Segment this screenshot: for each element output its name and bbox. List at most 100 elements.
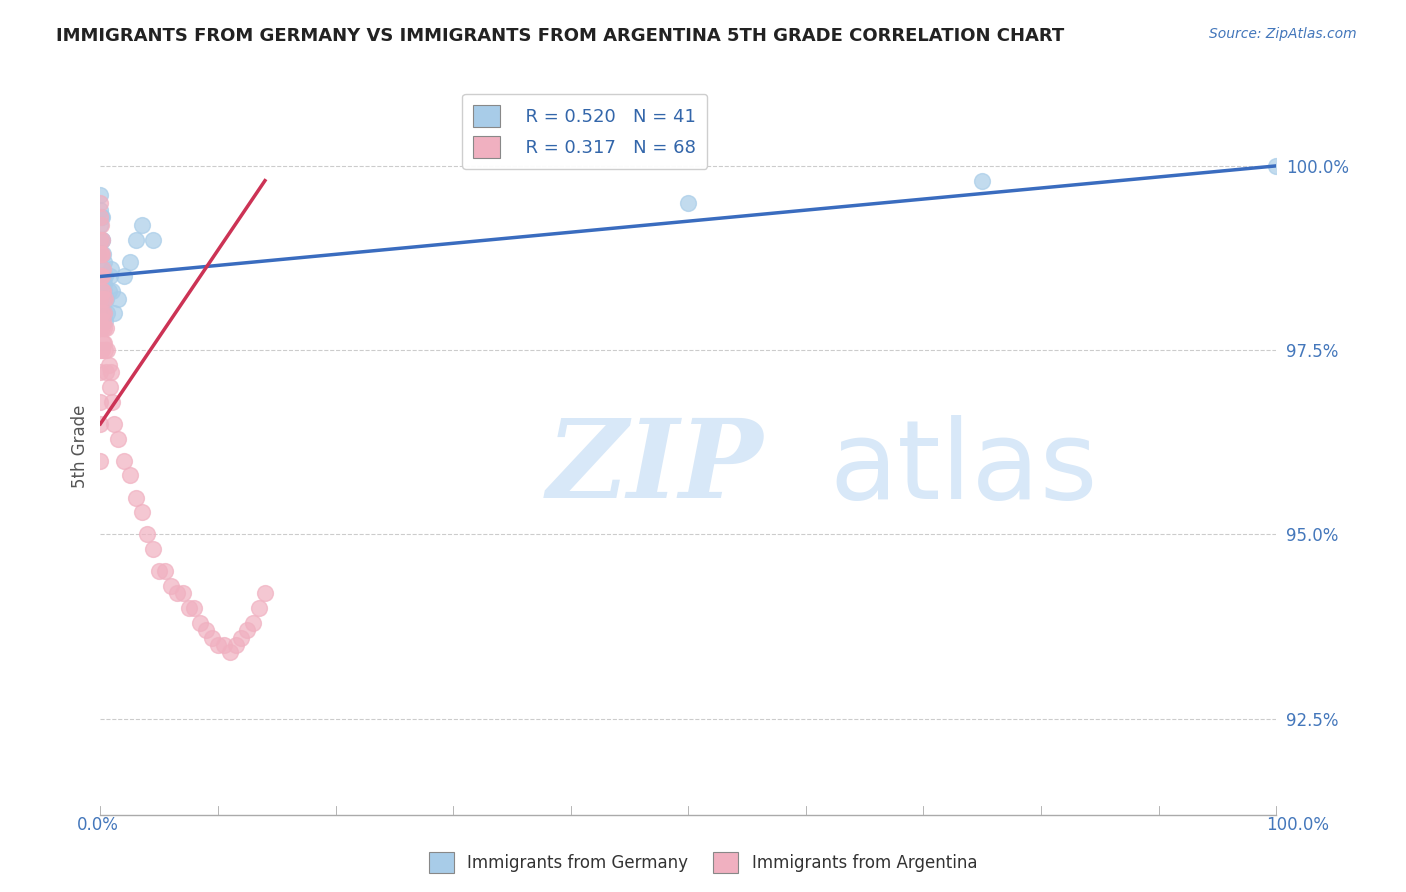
Point — [93, 284, 115, 298]
Point — [90, 218, 112, 232]
Point — [90, 269, 112, 284]
Point — [676, 195, 699, 210]
Point — [253, 586, 276, 600]
Point — [91, 269, 114, 284]
Point — [91, 262, 114, 277]
Point — [89, 394, 111, 409]
Point — [91, 277, 114, 291]
Point — [97, 284, 120, 298]
Point — [242, 615, 264, 630]
Point — [100, 365, 122, 379]
Point — [89, 211, 111, 225]
Point — [103, 417, 125, 431]
Point — [236, 624, 259, 638]
Point — [166, 586, 188, 600]
Point — [90, 233, 112, 247]
Point — [1265, 159, 1288, 173]
Point — [93, 254, 115, 268]
Point — [90, 269, 112, 284]
Point — [90, 247, 112, 261]
Point — [89, 247, 111, 261]
Point — [89, 218, 111, 232]
Point — [96, 343, 118, 358]
Point — [96, 365, 118, 379]
Point — [89, 321, 111, 335]
Point — [96, 306, 118, 320]
Point — [89, 343, 111, 358]
Point — [107, 292, 129, 306]
Point — [93, 321, 115, 335]
Point — [91, 335, 114, 350]
Text: 0.0%: 0.0% — [77, 816, 120, 834]
Text: ZIP: ZIP — [547, 415, 763, 522]
Point — [93, 277, 115, 291]
Point — [98, 269, 121, 284]
Point — [218, 645, 240, 659]
Point — [89, 417, 111, 431]
Y-axis label: 5th Grade: 5th Grade — [72, 404, 89, 488]
Text: Source: ZipAtlas.com: Source: ZipAtlas.com — [1209, 27, 1357, 41]
Point — [90, 284, 112, 298]
Point — [91, 321, 114, 335]
Point — [247, 601, 270, 615]
Point — [89, 292, 111, 306]
Point — [90, 269, 112, 284]
Point — [91, 269, 114, 284]
Point — [142, 542, 165, 557]
Point — [153, 564, 176, 578]
Point — [231, 631, 253, 645]
Point — [89, 454, 111, 468]
Point — [94, 343, 117, 358]
Point — [89, 365, 111, 379]
Point — [136, 527, 159, 541]
Point — [90, 233, 112, 247]
Legend:   R = 0.520   N = 41,   R = 0.317   N = 68: R = 0.520 N = 41, R = 0.317 N = 68 — [463, 94, 707, 169]
Point — [89, 203, 111, 218]
Point — [107, 432, 129, 446]
Point — [90, 306, 112, 320]
Point — [201, 631, 224, 645]
Point — [90, 211, 112, 225]
Point — [91, 233, 114, 247]
Point — [131, 505, 153, 519]
Point — [183, 601, 205, 615]
Point — [188, 615, 211, 630]
Point — [97, 358, 120, 372]
Point — [91, 292, 114, 306]
Point — [90, 262, 112, 277]
Point — [118, 254, 141, 268]
Point — [89, 233, 111, 247]
Point — [131, 218, 153, 232]
Point — [93, 306, 115, 320]
Point — [98, 380, 121, 394]
Point — [90, 211, 112, 225]
Text: IMMIGRANTS FROM GERMANY VS IMMIGRANTS FROM ARGENTINA 5TH GRADE CORRELATION CHART: IMMIGRANTS FROM GERMANY VS IMMIGRANTS FR… — [56, 27, 1064, 45]
Point — [91, 247, 114, 261]
Point — [89, 247, 111, 261]
Point — [90, 247, 112, 261]
Point — [972, 174, 994, 188]
Point — [91, 292, 114, 306]
Point — [89, 188, 111, 202]
Point — [91, 284, 114, 298]
Point — [91, 314, 114, 328]
Point — [90, 343, 112, 358]
Point — [118, 468, 141, 483]
Point — [207, 638, 229, 652]
Text: 100.0%: 100.0% — [1265, 816, 1329, 834]
Point — [124, 491, 146, 505]
Point — [100, 262, 122, 277]
Point — [91, 284, 114, 298]
Point — [177, 601, 200, 615]
Point — [89, 233, 111, 247]
Point — [89, 195, 111, 210]
Point — [225, 638, 247, 652]
Point — [103, 306, 125, 320]
Point — [195, 624, 218, 638]
Point — [212, 638, 235, 652]
Point — [172, 586, 194, 600]
Point — [89, 269, 111, 284]
Point — [93, 335, 115, 350]
Point — [96, 292, 118, 306]
Point — [112, 269, 135, 284]
